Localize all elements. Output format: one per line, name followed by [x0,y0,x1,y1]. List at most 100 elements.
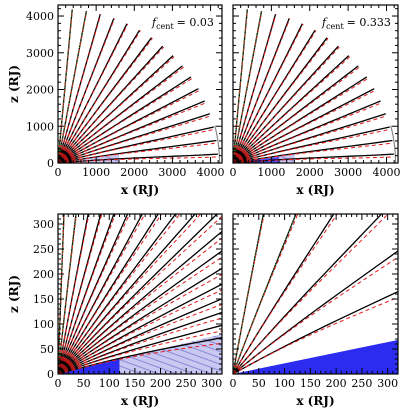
annotation-subscript: cent [326,22,344,31]
x-tick-label: 4000 [197,166,225,179]
field-line-dashed [233,156,395,163]
x-tick-label: 3000 [334,166,362,179]
y-tick-label: 250 [33,243,54,256]
field-line-solid [58,113,211,163]
field-line-dashed [233,46,340,163]
boundary-arc [390,125,397,163]
field-line-solid [233,76,368,163]
x-tick-label: 50 [77,377,91,390]
field-line-solid [58,153,218,163]
field-line-dashed [58,214,146,374]
field-line-dotted [233,214,264,374]
field-line-dashed [58,214,181,374]
field-line-dashed [58,214,202,374]
annotation-subscript: cent [156,22,174,31]
field-line-solid [58,88,199,163]
field-line-dashed [58,9,73,163]
field-line-dashed [58,256,222,374]
y-tick-label: 1000 [26,120,54,133]
field-line-dashed [58,46,165,163]
field-line-dashed [233,23,304,163]
annotation-symbol: f [151,16,158,29]
field-line-solid [233,126,390,163]
field-line-dashed [233,296,398,374]
x-axis-title: x (RJ) [296,183,334,197]
field-line-dashed [58,214,103,374]
field-line-dashed [58,273,222,374]
plot-area [233,214,398,374]
y-tick-label: 0 [47,157,54,170]
field-line-solid [58,139,217,163]
field-line-dotted [58,214,65,374]
field-line-dashed [233,115,387,163]
x-tick-label: 50 [252,377,266,390]
field-line-dashed [58,30,141,163]
annotation-symbol: f [321,16,328,29]
x-axis-title: x (RJ) [296,394,334,408]
field-line-dashed [58,115,211,163]
field-line-dashed [58,11,88,163]
x-tick-label: 1000 [257,166,285,179]
field-line-solid [233,88,375,163]
x-axis-title: x (RJ) [121,183,159,197]
y-tick-label: 3000 [26,47,54,60]
field-line-solid [233,65,359,163]
x-tick-label: 0 [55,377,62,390]
field-line-dashed [58,303,222,374]
shaded-region [58,359,120,374]
x-tick-label: 100 [99,377,120,390]
x-tick-label: 1000 [82,166,110,179]
field-line-dashed [58,156,219,163]
field-line-solid [58,100,205,163]
plot-area [58,9,221,163]
field-line-dashed [233,89,376,163]
field-line-dashed [233,56,351,163]
field-line-dashed [58,237,222,374]
x-tick-label: 0 [55,166,62,179]
x-tick-label: 200 [326,377,347,390]
field-line-dashed [58,14,102,163]
field-line-dashed [58,214,90,374]
plot-area [233,9,397,163]
annotation-value: = 0.333 [347,16,391,29]
field-line-dashed [58,102,206,163]
field-line-dashed [58,215,222,374]
field-line-dashed [233,256,398,374]
annotation-top-left: fcent = 0.03 [151,16,214,31]
field-line-dashed [233,9,248,163]
field-line-solid [58,65,183,163]
field-line-dashed [233,214,389,374]
axes-frame [57,4,223,164]
field-line-dashed [58,77,193,163]
x-tick-label: 250 [351,377,372,390]
y-tick-label: 100 [33,318,54,331]
field-line-dashed [58,18,115,163]
field-line-solid [58,55,174,163]
axes-frame [232,4,399,164]
x-tick-label: 3000 [158,166,186,179]
field-line-solid [233,113,386,163]
field-line-dashed [233,77,369,163]
field-line-solid [233,100,381,163]
panel-top-left: 0 1000 2000 3000 4000 0 1000 2000 3000 4000 x (RJ)… [7,4,225,197]
field-line-dashed [58,89,200,163]
y-tick-label: 150 [33,293,54,306]
field-line-dashed [233,38,329,163]
shaded-region [233,339,398,374]
y-axis-title: z (RJ) [7,275,21,313]
field-line-dashed [233,128,391,163]
x-tick-label: 2000 [120,166,148,179]
y-tick-label: 2000 [26,84,54,97]
y-tick-label: 50 [40,343,54,356]
y-tick-label: 200 [33,268,54,281]
field-line-dotted [233,214,297,374]
x-axis-title: x (RJ) [121,394,159,408]
field-line-solid [233,139,393,163]
y-axis-title: z (RJ) [7,65,21,103]
x-tick-label: 4000 [372,166,400,179]
field-line-solid [233,55,350,163]
boundary-arc [214,125,221,163]
field-line-dashed [58,142,217,163]
x-tick-label: 0 [230,166,237,179]
